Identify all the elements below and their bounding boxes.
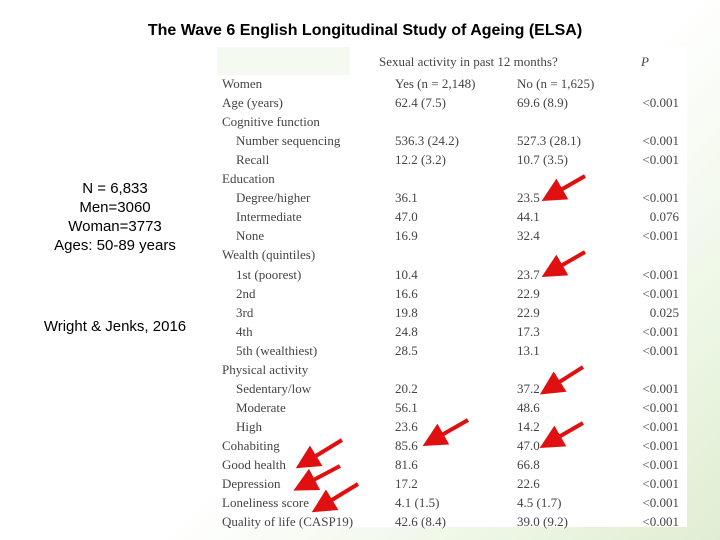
- cell-no: 22.9: [517, 304, 540, 320]
- cell-p-value: <0.001: [642, 380, 679, 396]
- row-label: Sedentary/low: [236, 380, 312, 396]
- cell-yes: 16.9: [395, 228, 418, 244]
- row-label: 2nd: [236, 285, 256, 301]
- results-table: Sexual activity in past 12 months? P Wom…: [217, 47, 687, 530]
- cell-p-value: 0.025: [649, 304, 679, 320]
- row-label: Degree/higher: [236, 190, 311, 206]
- row-label: 3rd: [236, 304, 254, 320]
- cell-p-value: <0.001: [642, 95, 679, 110]
- cell-yes: 16.6: [395, 285, 418, 301]
- cell-no: 69.6 (8.9): [517, 95, 568, 110]
- age-range: Ages: 50-89 years: [54, 237, 176, 254]
- cell-yes: 23.6: [395, 418, 418, 434]
- sample-size: N = 6,833: [82, 180, 148, 197]
- cell-no: 13.1: [517, 342, 540, 358]
- row-label: 1st (poorest): [236, 266, 302, 282]
- header-no: No (n = 1,625): [517, 76, 595, 91]
- cell-yes: 56.1: [395, 399, 418, 415]
- study-info: N = 6,833 Men=3060 Woman=3773 Ages: 50-8…: [20, 179, 210, 255]
- cell-yes: 24.8: [395, 323, 418, 339]
- citation: Wright & Jenks, 2016: [43, 318, 187, 335]
- cell-p-value: <0.001: [642, 266, 679, 282]
- cell-yes: 10.4: [395, 266, 418, 282]
- cell-p-value: <0.001: [642, 495, 679, 511]
- row-label: 5th (wealthiest): [236, 342, 318, 358]
- cell-no: 37.2: [517, 380, 540, 396]
- row-label-women: Women: [222, 76, 263, 91]
- cell-yes: 4.1 (1.5): [395, 495, 440, 511]
- cell-p-value: <0.001: [642, 342, 679, 358]
- cell-no: 66.8: [517, 456, 540, 472]
- slide-title: The Wave 6 English Longitudinal Study of…: [147, 22, 583, 39]
- cell-no: 47.0: [517, 437, 540, 453]
- row-label: Cognitive function: [222, 114, 320, 129]
- row-label: Depression: [222, 476, 281, 491]
- cell-no: 4.5 (1.7): [517, 495, 562, 511]
- cell-yes: 20.2: [395, 380, 418, 396]
- cell-p-value: <0.001: [642, 190, 679, 206]
- row-label: Physical activity: [222, 361, 309, 377]
- cell-yes: 62.4 (7.5): [395, 95, 446, 110]
- row-label: Intermediate: [236, 209, 302, 225]
- cell-no: 22.6: [517, 476, 540, 491]
- row-label: Quality of life (CASP19): [222, 514, 354, 530]
- cell-no: 39.0 (9.2): [517, 514, 568, 530]
- cell-no: 48.6: [517, 399, 540, 415]
- women-count: Woman=3773: [68, 218, 162, 235]
- cell-p-value: <0.001: [642, 476, 679, 491]
- cell-p-value: <0.001: [642, 514, 679, 530]
- cell-yes: 17.2: [395, 476, 418, 491]
- cell-p-value: <0.001: [642, 152, 679, 168]
- cell-p-value: <0.001: [642, 133, 679, 149]
- cell-yes: 12.2 (3.2): [395, 152, 446, 168]
- cell-yes: 19.8: [395, 304, 418, 320]
- cell-yes: 81.6: [395, 456, 418, 472]
- row-label: Recall: [236, 152, 270, 168]
- cell-no: 32.4: [517, 228, 540, 244]
- row-label: 4th: [236, 323, 253, 339]
- cell-p-value: <0.001: [642, 285, 679, 301]
- row-label: Wealth (quintiles): [222, 247, 316, 263]
- row-label: Good health: [222, 456, 286, 472]
- header-yes: Yes (n = 2,148): [395, 76, 476, 91]
- cell-no: 23.7: [517, 266, 540, 282]
- cell-no: 10.7 (3.5): [517, 152, 568, 168]
- row-label: Number sequencing: [236, 133, 341, 149]
- cell-p-value: <0.001: [642, 437, 679, 453]
- header-sexual-activity: Sexual activity in past 12 months?: [379, 54, 558, 69]
- cell-p-value: 0.076: [649, 209, 679, 225]
- cell-no: 44.1: [517, 209, 540, 225]
- cell-no: 14.2: [517, 418, 540, 434]
- cell-yes: 36.1: [395, 190, 418, 206]
- row-label: Age (years): [222, 95, 283, 110]
- cell-yes: 28.5: [395, 342, 418, 358]
- cell-no: 17.3: [517, 323, 540, 339]
- cell-p-value: <0.001: [642, 228, 679, 244]
- cell-no: 23.5: [517, 190, 540, 206]
- cell-p-value: <0.001: [642, 418, 679, 434]
- cell-p-value: <0.001: [642, 456, 679, 472]
- cell-yes: 85.6: [395, 437, 418, 453]
- row-label: Cohabiting: [222, 437, 280, 453]
- row-label: High: [236, 418, 262, 434]
- cell-no: 527.3 (28.1): [517, 133, 581, 149]
- cell-yes: 42.6 (8.4): [395, 514, 446, 530]
- cell-p-value: <0.001: [642, 323, 679, 339]
- row-label: Loneliness score: [222, 495, 310, 511]
- men-count: Men=3060: [79, 199, 151, 216]
- row-label: Education: [222, 171, 275, 187]
- cell-no: 22.9: [517, 285, 540, 301]
- cell-yes: 47.0: [395, 209, 418, 225]
- row-label: Moderate: [236, 399, 286, 415]
- header-p-value: P: [641, 54, 649, 69]
- cell-p-value: <0.001: [642, 399, 679, 415]
- cell-yes: 536.3 (24.2): [395, 133, 459, 149]
- row-label: None: [236, 228, 265, 244]
